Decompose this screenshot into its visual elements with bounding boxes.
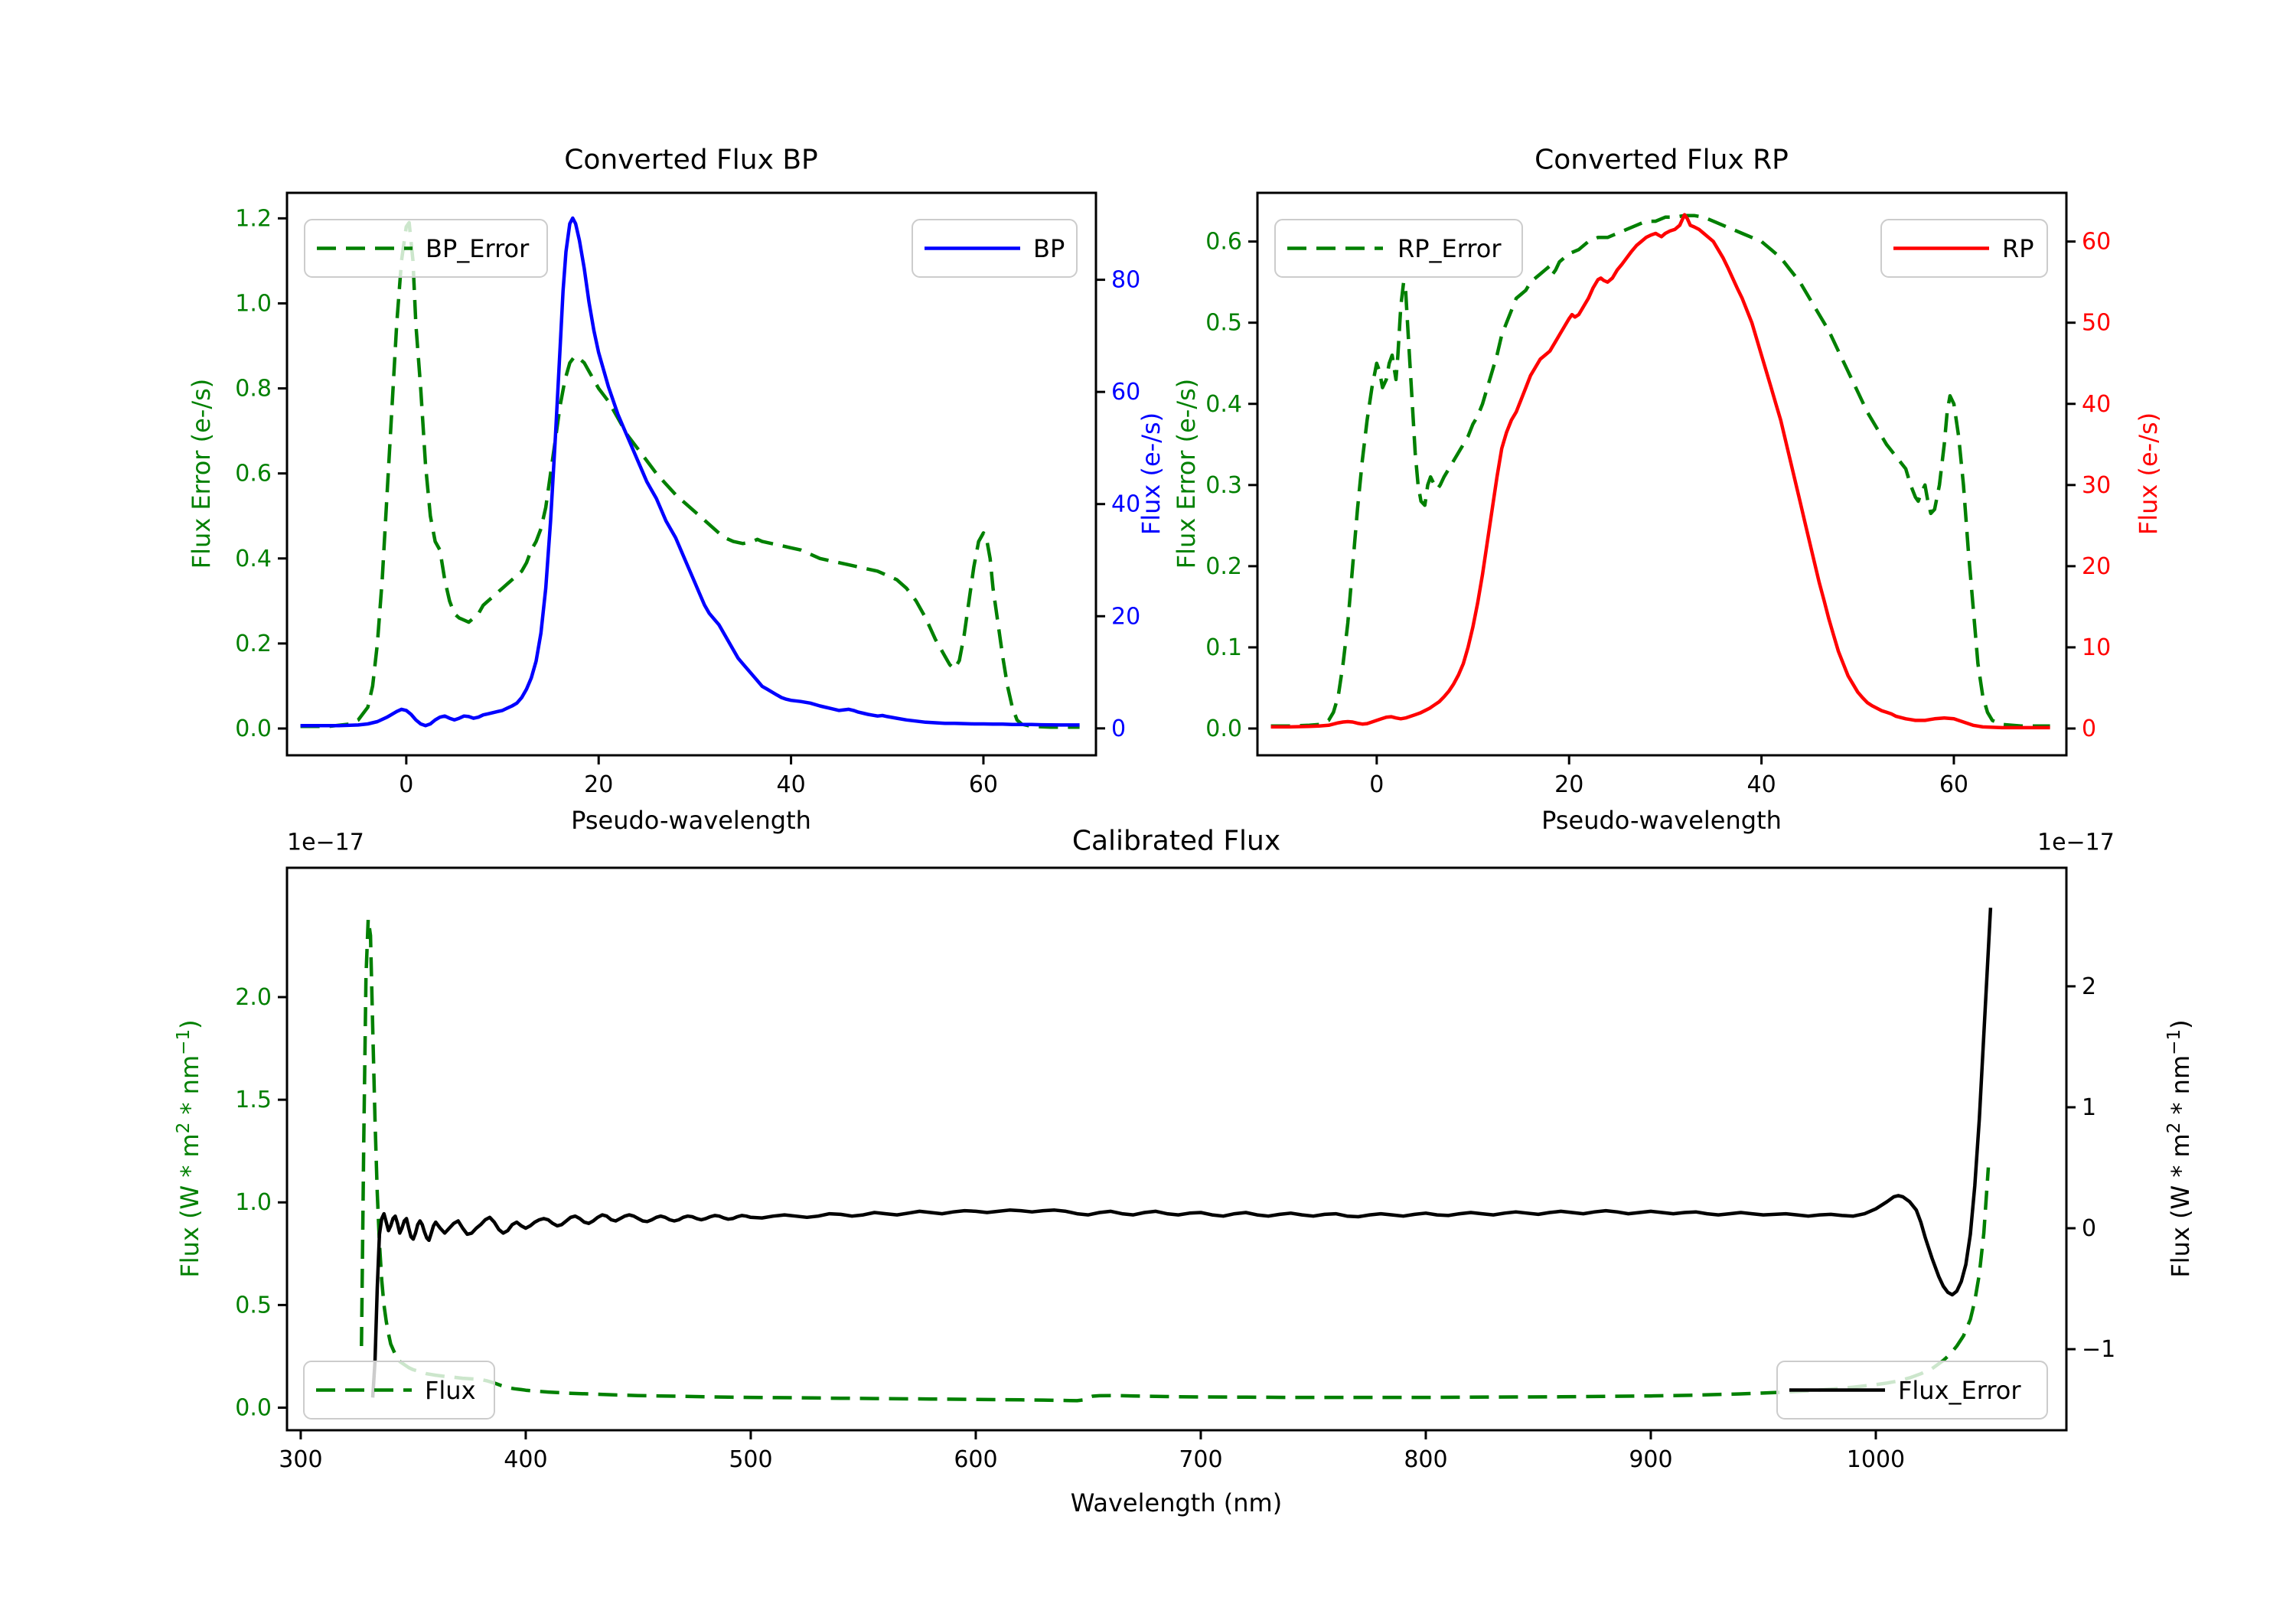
right-y-tick-label: 80 — [1111, 267, 1140, 294]
left-y-tick-label: 0.2 — [1205, 553, 1242, 580]
right-y-tick-label: 0 — [1111, 715, 1126, 742]
cal-left-offset-text: 1e−17 — [287, 829, 364, 856]
cal-ylabel-part: 2 — [2164, 1122, 2185, 1134]
cal-ylabel-part: * nm — [2165, 1054, 2195, 1123]
left-y-tick-label: 0.6 — [235, 461, 272, 487]
right-y-tick-label: 20 — [2082, 553, 2111, 580]
legend-box-flux — [1776, 1361, 2048, 1420]
flux-curve — [370, 908, 1993, 1398]
x-tick-label: 400 — [504, 1446, 547, 1473]
right-y-tick-label: 50 — [2082, 310, 2111, 337]
left-y-tick-label: 0.1 — [1205, 634, 1242, 661]
legend-label-bp: BP — [1033, 234, 1065, 263]
legend-label-flux-error: Flux_Error — [1898, 1376, 2021, 1405]
right-y-tick-label: 20 — [1111, 603, 1140, 630]
left-y-tick-label: 0.4 — [235, 546, 272, 572]
cal-ylabel-part: * nm — [174, 1054, 204, 1123]
right-y-tick-label: 30 — [2082, 472, 2111, 499]
x-tick-label: 40 — [1746, 771, 1776, 798]
bp-error-curve — [300, 220, 1080, 729]
bp-right-ylabel: Flux (e-/s) — [1137, 412, 1166, 536]
rp-title: Converted Flux RP — [1534, 144, 1789, 176]
x-tick-label: 500 — [729, 1446, 772, 1473]
left-y-tick-label: 1.0 — [235, 290, 272, 317]
x-tick-label: 900 — [1629, 1446, 1672, 1473]
cal-ylabel-part: Flux (W * m — [174, 1133, 204, 1278]
x-tick-label: 700 — [1179, 1446, 1222, 1473]
legend-label-rp: RP — [2002, 234, 2034, 263]
cal-ylabel-part: 2 — [174, 1122, 194, 1134]
right-y-tick-label: 40 — [1111, 491, 1140, 518]
rp-plot: 0 20 40 60 0.0 0.1 0.2 0.3 0.4 0.5 0.6 0 10 20 30 40 50 6… — [1205, 191, 2111, 798]
rp-left-ylabel: Flux Error (e-/s) — [1172, 378, 1201, 569]
x-tick-label: 20 — [1554, 771, 1583, 798]
x-tick-label: 40 — [776, 771, 805, 798]
left-y-tick-label: 1.5 — [235, 1087, 272, 1113]
x-tick-label: 60 — [969, 771, 998, 798]
right-y-tick-label: 10 — [2082, 634, 2111, 661]
cal-right-ylabel: Flux (W * m2 * nm−1) — [2164, 1019, 2195, 1277]
rp-curve — [1270, 213, 2050, 730]
bp-left-ylabel: Flux Error (e-/s) — [187, 378, 216, 569]
cal-ylabel-part: ) — [174, 1019, 204, 1029]
left-y-tick-label: 0.2 — [235, 631, 272, 657]
legend-box-rp-error — [1274, 219, 1523, 278]
bp-xlabel: Pseudo-wavelength — [571, 806, 811, 835]
right-y-tick-label: 0 — [2082, 1215, 2096, 1242]
right-y-tick-label: 2 — [2082, 973, 2096, 1000]
x-tick-label: 0 — [1369, 771, 1384, 798]
cal-ylabel-part: ) — [2165, 1019, 2195, 1029]
right-y-tick-label: 60 — [2082, 229, 2111, 256]
bp-plot: 0 20 40 60 0.0 0.2 0.4 0.6 0.8 1.0 1.2 0 20 40 60 80 — [235, 191, 1140, 798]
right-y-tick-label: 1 — [2082, 1094, 2096, 1121]
legend-label-flux: Flux — [425, 1376, 476, 1405]
rp-axes-frame — [1256, 191, 2068, 757]
left-y-tick-label: 1.0 — [235, 1189, 272, 1216]
x-tick-label: 60 — [1939, 771, 1968, 798]
cal-plot: 300 400 500 600 700 800 900 1000 0.0 0.5 1.0 1.5 2.0… — [235, 866, 2115, 1473]
x-tick-label: 300 — [279, 1446, 322, 1473]
cal-axes-frame — [285, 866, 2068, 1432]
cal-ylabel-part: Flux (W * m — [2165, 1133, 2195, 1278]
right-y-tick-label: 40 — [2082, 391, 2111, 418]
left-y-tick-label: 0.5 — [1205, 310, 1242, 337]
legend-box-bp-error — [304, 219, 548, 278]
cal-title: Calibrated Flux — [1071, 825, 1281, 857]
cal-ylabel-part: −1 — [2164, 1028, 2185, 1055]
legend-label-rp-error: RP_Error — [1397, 234, 1502, 263]
left-y-tick-label: 1.2 — [235, 205, 272, 232]
cal-xlabel: Wavelength (nm) — [1070, 1488, 1283, 1517]
left-y-tick-label: 0.8 — [235, 376, 272, 403]
left-y-tick-label: 0.5 — [235, 1292, 272, 1319]
cal-left-ylabel: Flux (W * m2 * nm−1) — [174, 1019, 204, 1277]
x-tick-label: 600 — [954, 1446, 997, 1473]
cal-ylabel-part: −1 — [174, 1028, 194, 1055]
bp-title: Converted Flux BP — [564, 144, 818, 176]
x-tick-label: 800 — [1404, 1446, 1447, 1473]
left-y-tick-label: 0.0 — [235, 715, 272, 742]
x-tick-label: 0 — [399, 771, 413, 798]
legend-box-flux-error — [303, 1361, 495, 1420]
left-y-tick-label: 0.6 — [1205, 229, 1242, 256]
flux-error-curve — [360, 917, 1991, 1403]
rp-right-ylabel: Flux (e-/s) — [2134, 412, 2163, 536]
left-y-tick-label: 0.3 — [1205, 472, 1242, 499]
rp-error-curve — [1270, 214, 2050, 729]
cal-right-offset-text: 1e−17 — [2037, 829, 2115, 856]
bp-curve — [300, 216, 1080, 728]
right-y-tick-label: 60 — [1111, 379, 1140, 406]
x-tick-label: 1000 — [1847, 1446, 1905, 1473]
legend-label-bp-error: BP_Error — [426, 234, 530, 263]
x-tick-label: 20 — [584, 771, 613, 798]
right-y-tick-label: 0 — [2082, 715, 2096, 742]
left-y-tick-label: 2.0 — [235, 984, 272, 1011]
rp-xlabel: Pseudo-wavelength — [1541, 806, 1782, 835]
left-y-tick-label: 0.4 — [1205, 391, 1242, 418]
right-y-tick-label: −1 — [2082, 1336, 2115, 1363]
left-y-tick-label: 0.0 — [1205, 715, 1242, 742]
left-y-tick-label: 0.0 — [235, 1394, 272, 1421]
